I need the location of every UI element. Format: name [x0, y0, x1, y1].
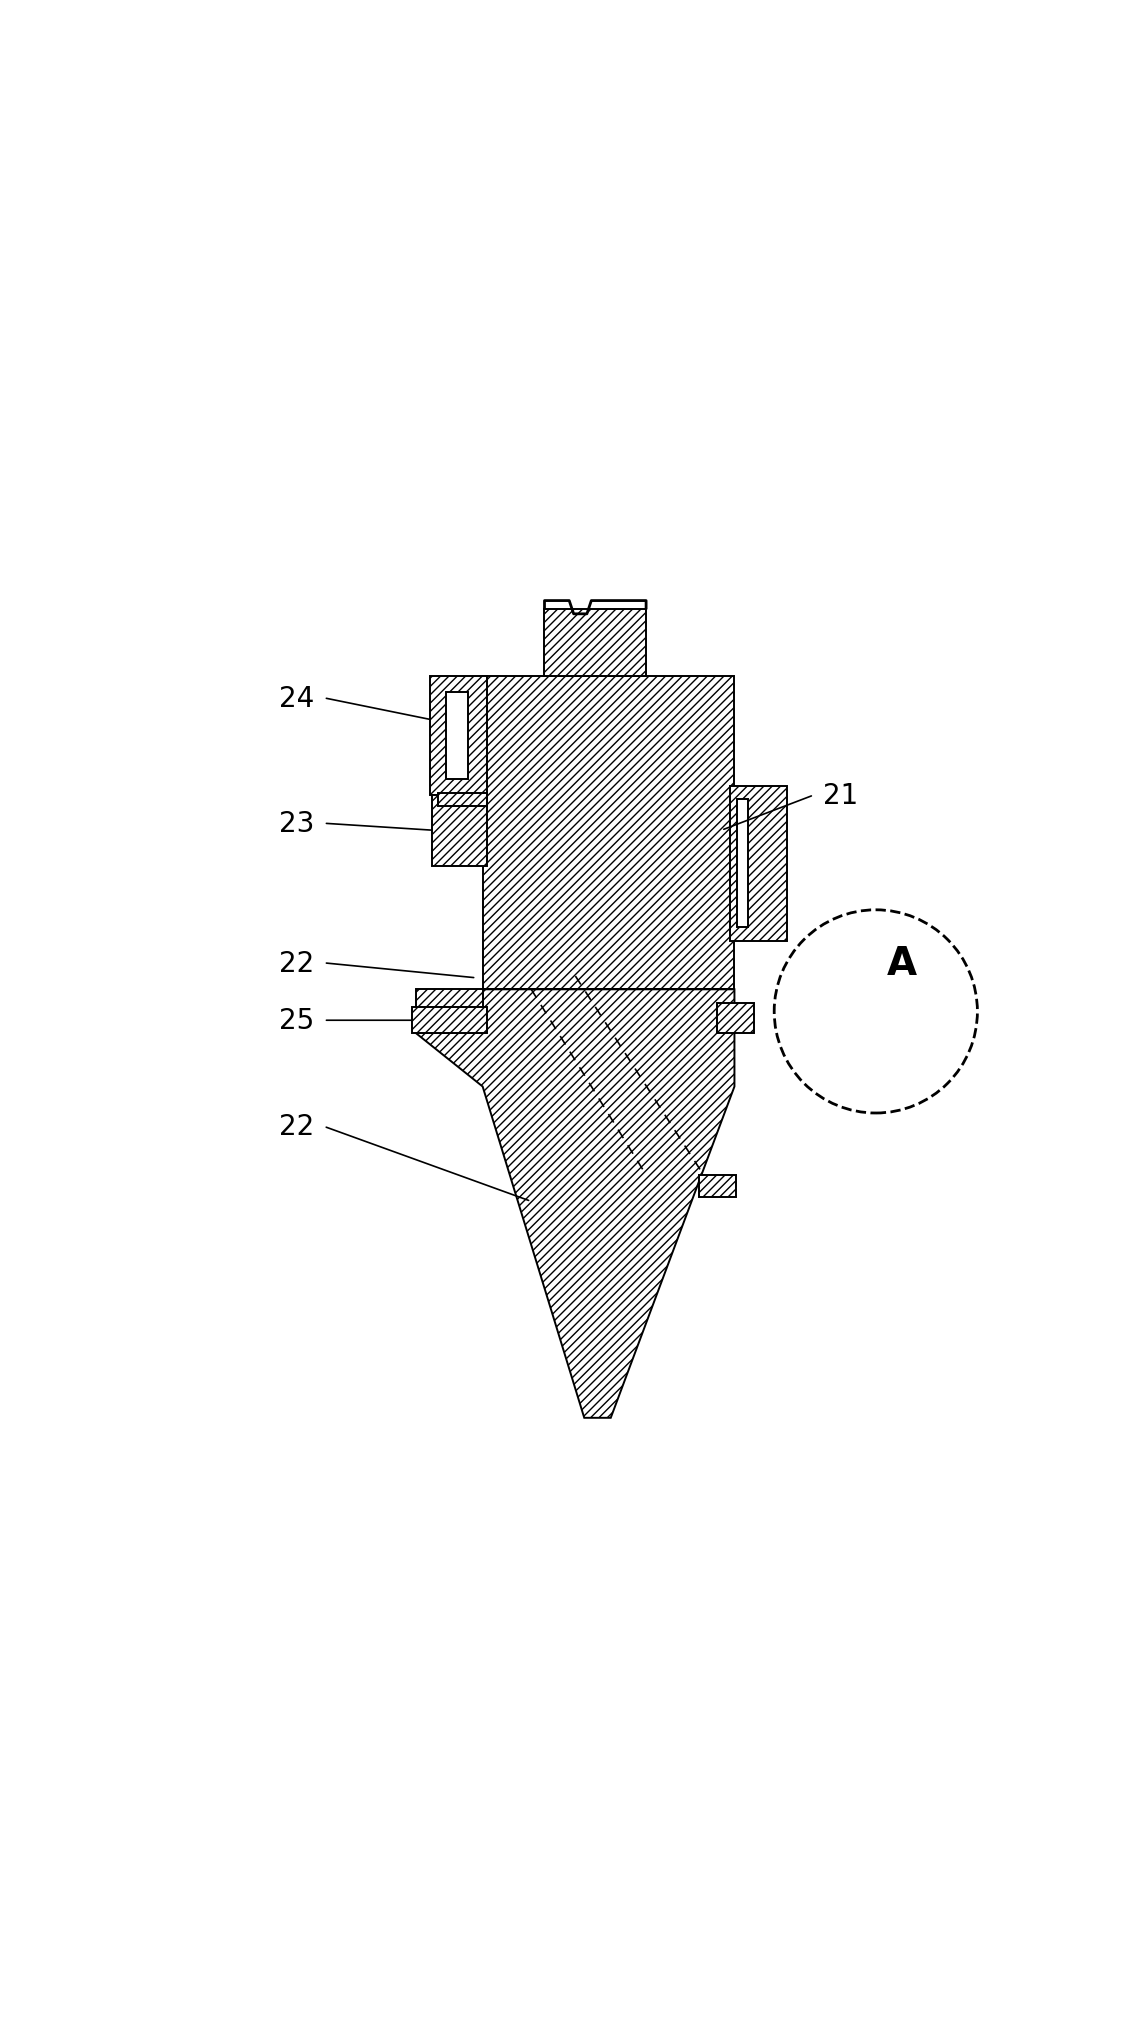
Polygon shape	[439, 794, 487, 806]
Text: A: A	[887, 944, 918, 983]
Text: 22: 22	[279, 950, 315, 976]
Polygon shape	[416, 991, 482, 1033]
Polygon shape	[482, 676, 734, 991]
Text: 25: 25	[279, 1007, 315, 1035]
Polygon shape	[432, 796, 487, 867]
Text: 23: 23	[279, 810, 315, 838]
Polygon shape	[699, 1175, 736, 1198]
Polygon shape	[545, 611, 646, 676]
Text: 24: 24	[279, 684, 315, 713]
Text: 22: 22	[279, 1112, 315, 1141]
Bar	[736, 800, 748, 928]
Polygon shape	[717, 1003, 754, 1033]
Bar	[446, 692, 469, 780]
Polygon shape	[730, 788, 788, 942]
Text: 21: 21	[823, 782, 858, 810]
Polygon shape	[412, 1007, 487, 1033]
Polygon shape	[430, 676, 487, 796]
Polygon shape	[416, 991, 734, 1419]
Circle shape	[774, 909, 977, 1114]
